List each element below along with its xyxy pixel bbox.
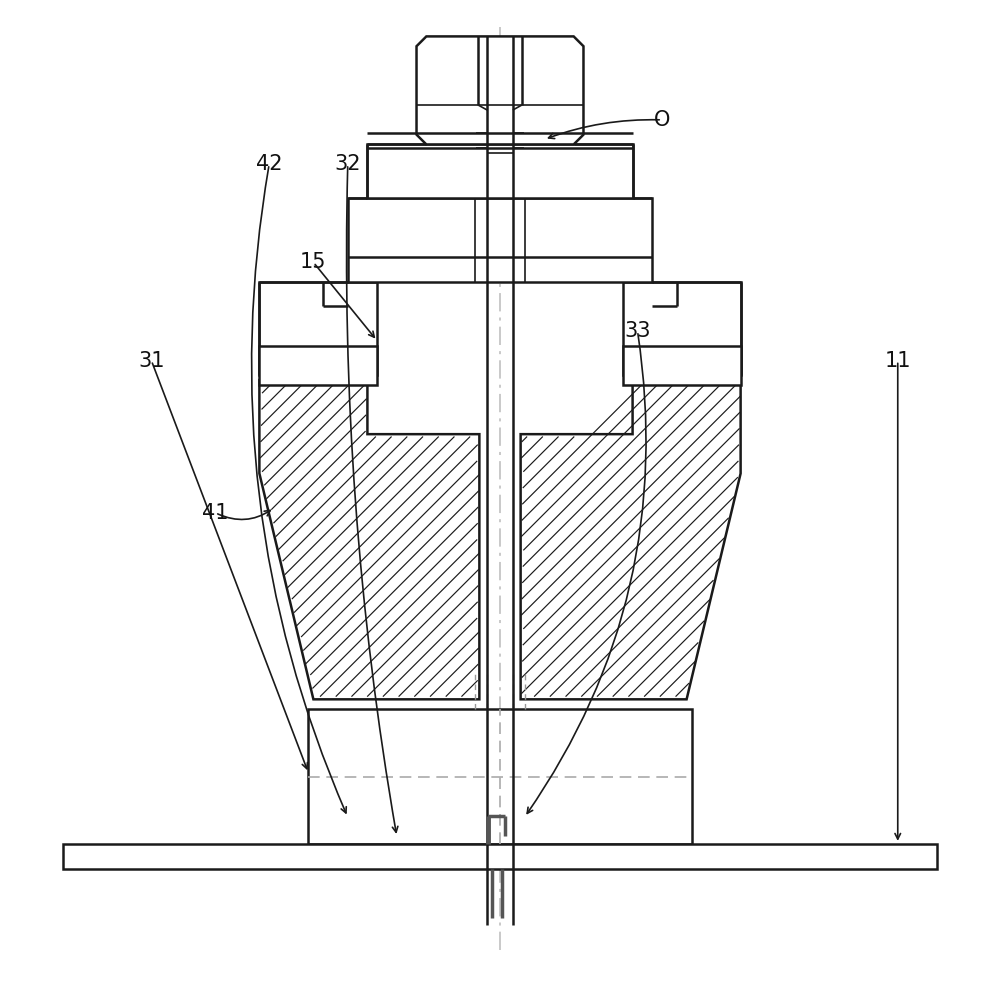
Polygon shape [348,198,652,282]
Polygon shape [308,709,692,844]
Polygon shape [623,282,741,375]
Text: 42: 42 [256,154,282,174]
Polygon shape [259,346,377,385]
Text: O: O [654,110,670,129]
Polygon shape [417,37,583,144]
Text: 41: 41 [202,503,228,523]
Polygon shape [63,844,937,870]
Polygon shape [623,346,741,385]
Polygon shape [367,144,633,198]
Text: 32: 32 [335,154,361,174]
Text: 31: 31 [138,351,165,371]
Text: 11: 11 [885,351,911,371]
Text: 15: 15 [300,252,327,272]
Polygon shape [259,282,377,375]
Text: 33: 33 [624,321,651,341]
